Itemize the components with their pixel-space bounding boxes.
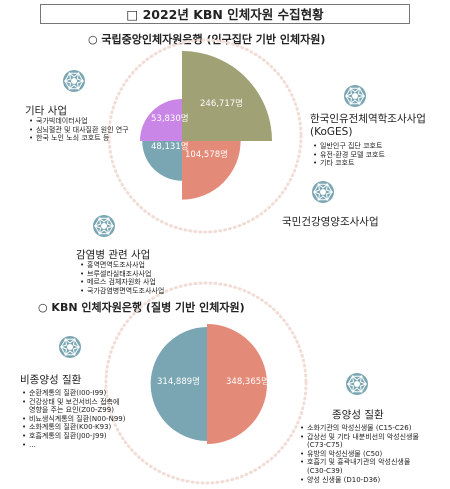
list-item: 기타 코호트 — [313, 159, 385, 168]
list-item: 홍역면역도조사사업 — [80, 261, 164, 270]
other-list: 국가빅데이터사업 심뇌혈관 및 대사질환 원인 연구 한국 노인 노쇠 코호트 … — [29, 117, 129, 143]
camera-aperture-icon — [93, 215, 115, 237]
pie1-slice-infection — [142, 141, 182, 181]
pie1-label-koges: 246,717명 — [200, 98, 243, 109]
list-item: 양성 신생물 (D10-D36) — [300, 476, 419, 485]
page-title: □ 2022년 KBN 인체자원 수집현황 — [40, 4, 410, 24]
list-item: 건강상태 및 보건서비스 접촉에 영향을 주는 요인(Z00-Z99) — [22, 398, 125, 415]
pie1-label-other: 53,830명 — [151, 113, 189, 124]
decorative-ring-2 — [104, 281, 308, 485]
non-tumor-list: 순환계통의 질환(I00-I99) 건강상태 및 보건서비스 접촉에 영향을 주… — [22, 389, 125, 449]
infection-heading: 감염병 관련 사업 — [76, 249, 151, 261]
list-item: 소화기관의 악성신생물 (C15-C26) — [300, 424, 419, 433]
pie2-label-tumor: 348,365명 — [226, 376, 269, 387]
list-item: 일반인구 집단 코호트 — [313, 142, 385, 151]
tumor-heading: 종양성 질환 — [332, 409, 384, 421]
list-item: 한국 노인 노쇠 코호트 등 — [29, 134, 129, 143]
pie1-label-knhanes: 104,578명 — [185, 149, 228, 160]
section1-title: ○ 국립중앙인체자원은행 (인구집단 기반 인체자원) — [88, 33, 326, 46]
list-item: 메르스 검체자원화 사업 — [80, 278, 164, 287]
camera-aperture-icon — [346, 373, 368, 395]
list-item: 순환계통의 질환(I00-I99) — [22, 389, 125, 398]
pie1-label-infection: 48,131명 — [151, 141, 189, 152]
koges-list: 일반인구 집단 코호트 유전-환경 모델 코호트 기타 코호트 — [313, 142, 385, 168]
list-item: 브루셀라실태조사사업 — [80, 270, 164, 279]
list-item: 유전-환경 모델 코호트 — [313, 151, 385, 160]
camera-aperture-icon — [312, 181, 334, 203]
list-item: 갑상선 및 기타 내분비선의 악성신생물 (C73-C75) — [300, 433, 419, 450]
list-item: 호흡기 및 흉곽내기관의 악성신생물 (C30-C39) — [300, 458, 419, 475]
pie1-slice-other — [139, 98, 182, 141]
koges-heading: 한국인유전체역학조사사업 (KoGES) — [310, 113, 426, 138]
pie1-slice-knhanes — [182, 141, 241, 200]
pie2-slice-tumor — [207, 324, 267, 444]
pie1-slice-koges — [182, 51, 272, 141]
list-item: 국가감염병면역도조사사업 — [80, 287, 164, 296]
pie2-slice-non-tumor — [150, 326, 207, 442]
infection-list: 홍역면역도조사사업 브루셀라실태조사사업 메르스 검체자원화 사업 국가감염병면… — [80, 261, 164, 295]
tumor-list: 소화기관의 악성신생물 (C15-C26) 갑상선 및 기타 내분비선의 악성신… — [300, 424, 419, 484]
non-tumor-heading: 비종양성 질환 — [20, 374, 82, 386]
list-item: … — [22, 441, 125, 450]
list-item: 국가빅데이터사업 — [29, 117, 129, 126]
other-heading: 기타 사업 — [25, 105, 67, 117]
camera-aperture-icon — [344, 85, 366, 107]
pie2-label-non-tumor: 314,889명 — [157, 376, 200, 387]
camera-aperture-icon — [59, 336, 81, 358]
list-item: 유방의 악성신생물 (C50) — [300, 450, 419, 459]
list-item: 호흡계통의 질환(J00-J99) — [22, 432, 125, 441]
list-item: 심뇌혈관 및 대사질환 원인 연구 — [29, 126, 129, 135]
list-item: 소화계통의 질환(K00-K93) — [22, 423, 125, 432]
camera-aperture-icon — [63, 70, 85, 92]
list-item: 비뇨생식계통의 질환(N00-N99) — [22, 415, 125, 424]
knhanes-heading: 국민건강영양조사사업 — [282, 216, 379, 228]
